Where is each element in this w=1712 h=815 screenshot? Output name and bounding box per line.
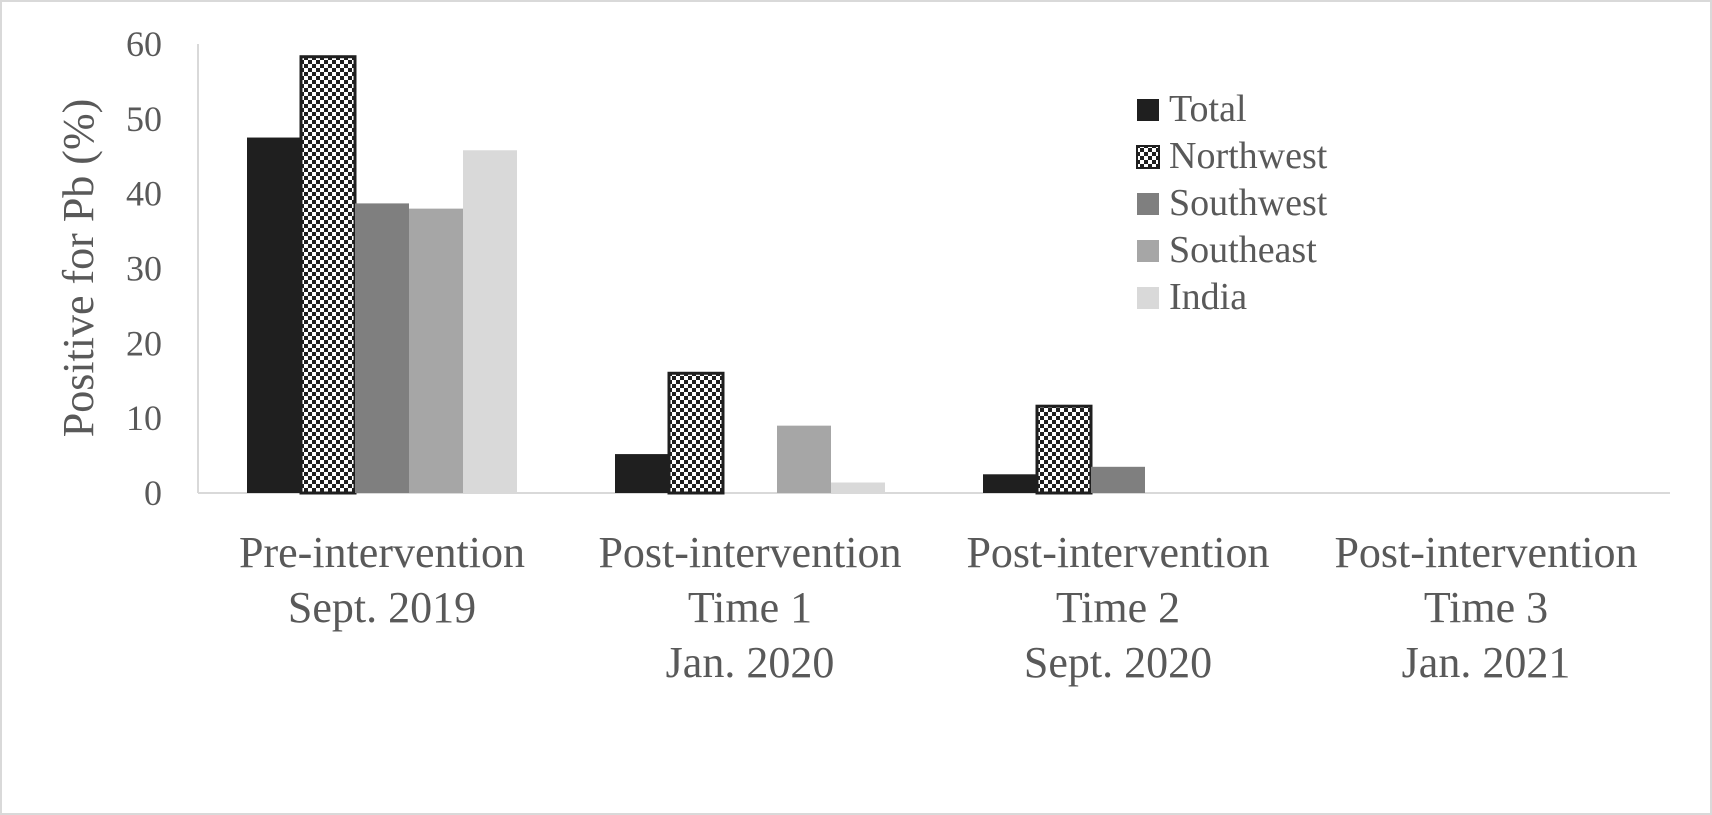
x-tick-label: Time 3 xyxy=(1424,583,1548,632)
y-tick-label: 0 xyxy=(144,473,162,513)
y-tick-label: 30 xyxy=(126,249,162,289)
legend-label-india: India xyxy=(1169,276,1247,318)
legend-label-total: Total xyxy=(1169,88,1247,130)
bar-southwest-0 xyxy=(355,203,409,493)
y-tick-label: 10 xyxy=(126,398,162,438)
legend-label-southwest: Southwest xyxy=(1169,182,1328,224)
legend-swatch-southwest xyxy=(1137,193,1159,215)
y-tick-label: 60 xyxy=(126,24,162,64)
bar-northwest-0 xyxy=(299,55,357,495)
x-tick-label: Post-intervention xyxy=(966,528,1269,577)
legend-swatch-india xyxy=(1137,287,1159,309)
x-tick-label: Pre-intervention xyxy=(239,528,525,577)
y-axis-label: Positive for Pb (%) xyxy=(54,99,103,438)
bar-total-2 xyxy=(983,474,1037,493)
x-tick-label: Sept. 2020 xyxy=(1024,638,1212,687)
y-tick-label: 50 xyxy=(126,99,162,139)
y-tick-label: 20 xyxy=(126,323,162,363)
x-tick-labels: Pre-intervention Sept. 2019 Post-intervent… xyxy=(239,528,1638,687)
y-tick-label: 40 xyxy=(126,174,162,214)
bar-northwest-1 xyxy=(667,371,725,495)
bar-southwest-2 xyxy=(1091,466,1145,493)
legend-label-southeast: Southeast xyxy=(1169,229,1317,271)
bar-southeast-0 xyxy=(409,208,463,493)
bar-southeast-1 xyxy=(777,425,831,493)
bar-india-1 xyxy=(831,482,885,493)
x-tick-label: Time 2 xyxy=(1056,583,1180,632)
legend-swatch-northwest xyxy=(1136,145,1160,169)
bar-total-1 xyxy=(615,454,669,493)
bars-group xyxy=(247,55,1145,495)
bar-total-0 xyxy=(247,137,301,493)
x-tick-label: Jan. 2021 xyxy=(1402,638,1571,687)
legend-swatch-southeast xyxy=(1137,240,1159,262)
bar-india-0 xyxy=(463,150,517,493)
y-tick-labels: 0 10 20 30 40 50 60 xyxy=(126,24,162,513)
x-tick-label: Jan. 2020 xyxy=(666,638,835,687)
x-tick-label: Post-intervention xyxy=(1334,528,1637,577)
legend-label-northwest: Northwest xyxy=(1169,135,1328,177)
legend-swatch-total xyxy=(1137,99,1159,121)
legend: Total Northwest Southwest Southeast India xyxy=(1136,88,1328,318)
x-tick-label: Post-intervention xyxy=(598,528,901,577)
bar-northwest-2 xyxy=(1035,404,1093,495)
x-tick-label: Sept. 2019 xyxy=(288,583,476,632)
x-tick-label: Time 1 xyxy=(688,583,812,632)
